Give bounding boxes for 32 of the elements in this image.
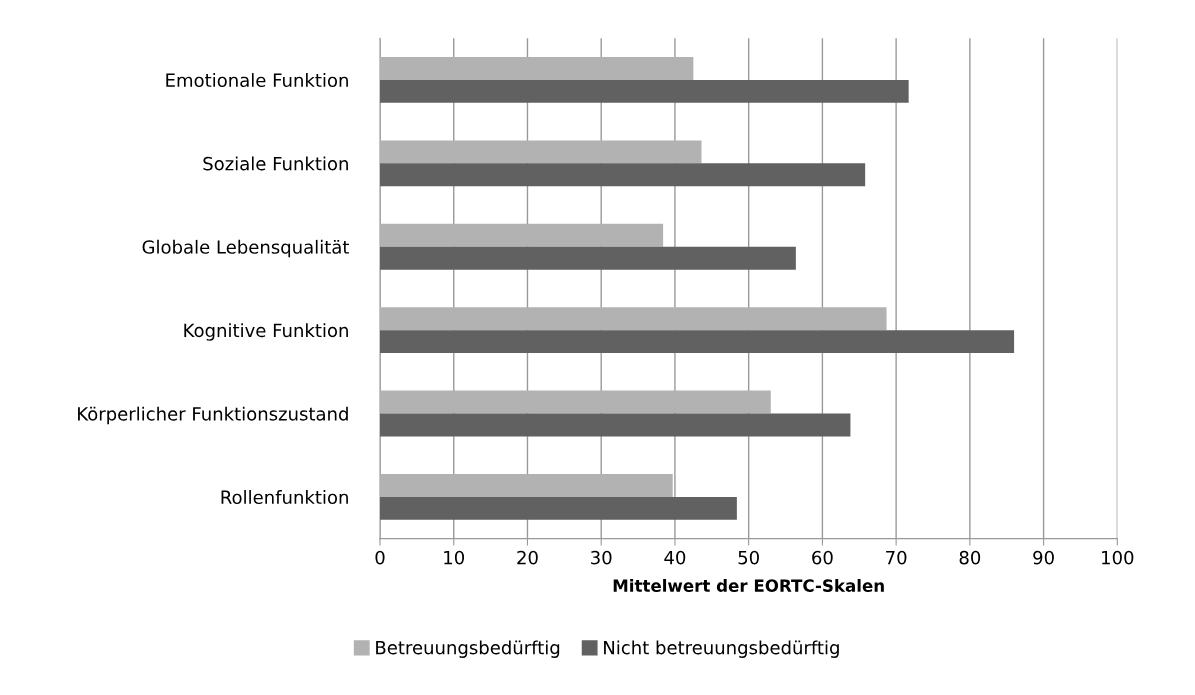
bar [380, 473, 673, 497]
x-tick-label: 100 [1102, 550, 1134, 565]
x-tick-label: 30 [591, 550, 612, 565]
bar [380, 246, 796, 270]
x-tick-label: 0 [375, 550, 385, 565]
x-tick-label: 20 [517, 550, 538, 565]
legend-label: Betreuungsbedürftig [376, 640, 560, 658]
legend-label: Nicht betreuungsbedürftig [604, 640, 839, 658]
y-tick-label: Körperlicher Funktionszustand [78, 406, 348, 425]
x-tick-label: 90 [1033, 550, 1054, 565]
x-tick-label: 50 [738, 550, 759, 565]
x-tick-label: 60 [812, 550, 833, 565]
bar [380, 163, 866, 187]
x-tick-label: 10 [444, 550, 465, 565]
x-tick-label: 40 [664, 550, 686, 565]
y-tick-label: Kognitive Funktion [184, 323, 348, 341]
y-tick-label: Globale Lebensqualität [142, 239, 350, 258]
bar [380, 223, 664, 247]
bar [380, 496, 737, 520]
bar [380, 307, 887, 331]
bar [380, 390, 771, 414]
bar [380, 140, 702, 164]
y-tick-label: Emotionale Funktion [166, 73, 348, 88]
bar [380, 413, 851, 437]
bar [380, 330, 1015, 354]
y-tick-label: Soziale Funktion [203, 156, 348, 171]
x-axis-title: Mittelwert der EORTC-Skalen [613, 579, 884, 592]
bar [380, 56, 694, 80]
x-tick-label: 70 [886, 550, 907, 565]
y-tick-label: Rollenfunktion [221, 490, 348, 505]
bar [380, 79, 909, 103]
x-tick-label: 80 [959, 550, 981, 565]
